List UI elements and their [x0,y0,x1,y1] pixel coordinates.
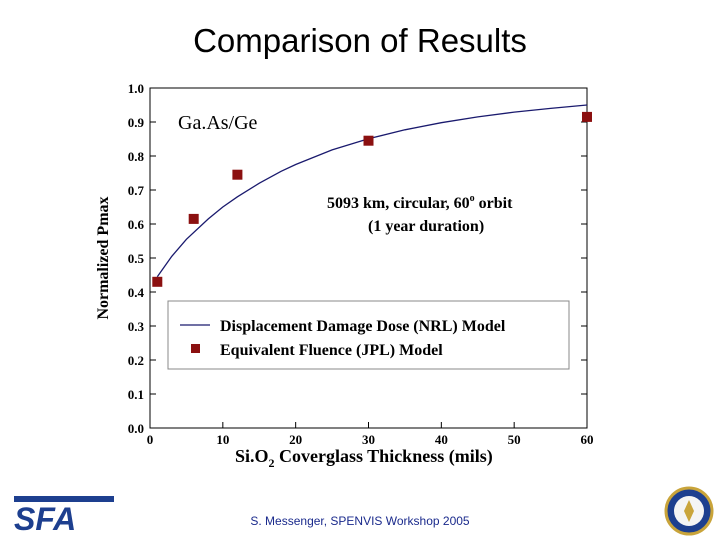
legend-marker-swatch [191,344,200,353]
legend-box [167,300,570,370]
y-tick-label: 0.4 [128,285,145,300]
dod-seal-icon [664,486,714,541]
series-layer [152,104,592,287]
y-tick-label: 0.2 [128,353,144,368]
jpl-model-point [232,169,243,180]
svg-text:SFA: SFA [14,501,76,534]
x-tick-label: 20 [289,432,302,447]
inset-label: Ga.As/Ge [178,112,258,134]
y-tick-label: 0.6 [128,217,145,232]
jpl-model-point [582,111,592,122]
legend-label-jpl: Equivalent Fluence (JPL) Model [220,342,443,359]
y-axis-label: Normalized Pmax [95,196,112,319]
x-axis-label-suffix: Coverglass Thickness (mils) [275,446,493,467]
y-tick-label: 0.5 [128,251,145,266]
x-tick-label: 40 [435,432,448,447]
y-tick-label: 0.7 [128,183,145,198]
jpl-model-point [363,135,374,146]
y-tick-label: 0.8 [128,149,145,164]
legend: Displacement Damage Dose (NRL) Model Equ… [167,300,570,370]
x-tick-label: 0 [147,432,154,447]
slide-title: Comparison of Results [193,22,527,59]
x-tick-label: 30 [362,432,375,447]
sfa-logo: SFA [14,494,114,539]
x-tick-label: 60 [581,432,594,447]
footer-citation: S. Messenger, SPENVIS Workshop 2005 [250,514,470,528]
y-tick-label: 0.9 [128,115,145,130]
y-tick-label: 0.3 [128,319,145,334]
orbit-annotation: 5093 km, circular, 60o orbit [327,193,513,212]
orbit-annotation-tail: orbit [475,195,513,212]
y-axis-ticks: 0.0 0.1 0.2 0.3 0.4 0.5 0.6 0.7 0.8 0.9 1.0 [128,81,587,436]
x-tick-label: 50 [508,432,521,447]
jpl-model-point [188,213,199,224]
legend-label-nrl: Displacement Damage Dose (NRL) Model [220,318,506,335]
nrl-model-line [156,104,588,278]
x-tick-label: 10 [216,432,229,447]
orbit-annotation-degree: o [470,193,475,204]
orbit-annotation-main: 5093 km, circular, 60 [327,195,470,212]
x-axis-ticks: 0 10 20 30 40 50 60 [147,422,594,447]
y-tick-label: 1.0 [128,81,144,96]
duration-annotation: (1 year duration) [368,218,484,235]
jpl-model-point [152,276,163,287]
x-axis-label-subscript: 2 [269,456,275,470]
x-axis-label: Si.O2 Coverglass Thickness (mils) [235,446,493,470]
y-tick-label: 0.0 [128,421,144,436]
x-axis-label-prefix: Si.O [235,446,269,466]
y-tick-label: 0.1 [128,387,144,402]
